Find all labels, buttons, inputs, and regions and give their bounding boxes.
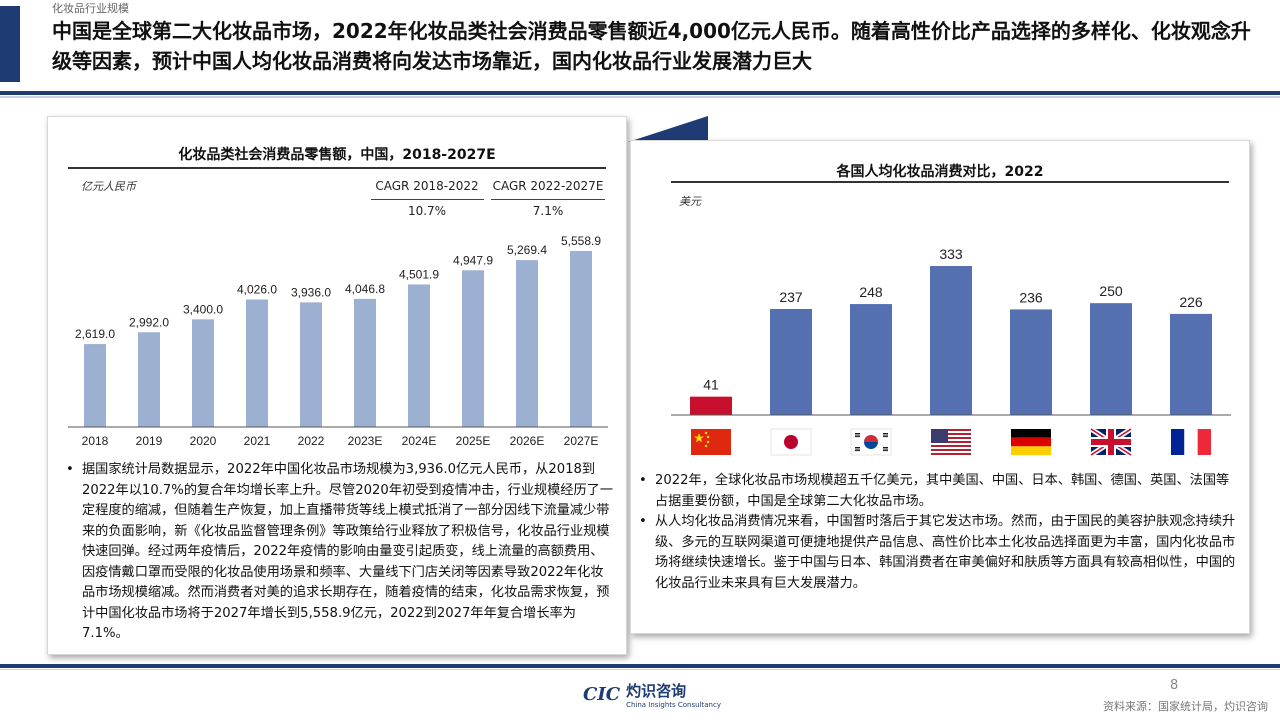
left-x-tick-label: 2022 [298,434,325,448]
footer-divider-thin [0,669,1280,670]
left-x-tick-label: 2019 [136,434,163,448]
panel-corner-decoration [628,116,708,142]
right-title-rule [671,181,1229,183]
left-bar-2020 [192,319,214,427]
right-bar-value-label: 333 [939,246,963,262]
breadcrumb: 化妆品行业规模 [52,2,129,15]
cic-logo: CIC 灼识咨询 China Insights Consultancy [583,680,721,709]
usa-flag [931,429,971,455]
left-bar-2021 [246,299,268,427]
left-bar-2026E [516,260,538,427]
cagr-label-1: CAGR 2018-2022 [375,179,479,193]
right-bar-chart: 41 237 248 333 236 250 226 [671,246,1231,458]
right-chart-unit: 美元 [679,195,701,208]
right-bullet-list: 2022年，全球化妆品市场规模超五千亿美元，其中美国、中国、日本、韩国、德国、英… [635,471,1241,594]
left-bar-value-label: 2,619.0 [75,327,115,341]
left-bullet-list: 据国家统计局数据显示，2022年中国化妆品市场规模为3,936.0亿元人民币，从… [62,460,614,645]
left-bar-2027E [570,250,592,427]
left-bar-2025E [462,270,484,427]
cagr-rule-2 [491,199,605,200]
left-bar-value-label: 3,936.0 [291,285,331,299]
left-x-tick-label: 2018 [82,434,109,448]
left-bar-chart: 2,619.0 2018 2,992.0 2019 3,400.0 2020 4,026.0… [68,234,608,448]
logo-mark: CIC [583,684,621,705]
left-x-tick-label: 2021 [244,434,271,448]
header-divider-thin [0,96,1280,98]
right-bar-value-label: 250 [1099,283,1123,299]
left-title-rule [68,167,606,169]
france-flag [1171,429,1211,455]
left-bar-value-label: 2,992.0 [129,315,169,329]
right-bar-value-label: 237 [779,289,803,305]
right-bar-value-label: 248 [859,284,883,300]
left-x-tick-label: 2023E [348,434,383,448]
left-bar-value-label: 5,558.9 [561,234,601,248]
left-x-tick-label: 2025E [456,434,491,448]
left-bar-value-label: 3,400.0 [183,302,223,316]
left-bar-2022 [300,302,322,427]
right-bar-korea [850,304,892,415]
left-bullet-1: 据国家统计局数据显示，2022年中国化妆品市场规模为3,936.0亿元人民币，从… [62,460,614,645]
right-bar-germany [1010,309,1052,415]
left-bar-value-label: 4,947.9 [453,253,493,267]
right-bullet-2: 从人均化妆品消费情况来看，中国暂时落后于其它发达市场。然而，由于国民的美容护肤观… [635,512,1241,594]
right-bar-value-label: 41 [703,377,719,393]
left-bar-value-label: 4,046.8 [345,282,385,296]
page-headline: 中国是全球第二大化妆品市场，2022年化妆品类社会消费品零售额近4,000亿元人… [52,19,1251,73]
right-bullet-1: 2022年，全球化妆品市场规模超五千亿美元，其中美国、中国、日本、韩国、德国、英… [635,471,1241,512]
page-number: 8 [1170,678,1179,693]
left-x-tick-label: 2026E [510,434,545,448]
left-bar-value-label: 4,026.0 [237,283,277,297]
left-chart-unit: 亿元人民币 [81,180,136,193]
right-bar-value-label: 236 [1019,289,1043,305]
title-accent-bar [0,6,20,82]
left-bar-2018 [84,344,106,427]
cagr-value-1: 10.7% [407,204,447,218]
logo-english-name: China Insights Consultancy [626,701,721,709]
japan-flag [770,428,812,456]
left-x-tick-label: 2020 [190,434,217,448]
cagr-value-2: 7.1% [532,204,564,218]
left-chart-panel: 化妆品类社会消费品零售额，中国，2018-2027E 亿元人民币 CAGR 20… [47,116,627,655]
left-bar-2019 [138,332,160,427]
right-bar-uk [1090,303,1132,415]
right-chart-panel: 各国人均化妆品消费对比，2022 美元 41 237 248 333 236 250 226… [630,140,1250,634]
footer-divider [0,664,1280,668]
left-bar-2024E [408,284,430,427]
germany-flag [1011,429,1051,455]
right-chart-title: 各国人均化妆品消费对比，2022 [836,164,1044,180]
right-bar-value-label: 226 [1179,294,1203,310]
left-chart-title: 化妆品类社会消费品零售额，中国，2018-2027E [178,147,496,163]
korea-flag [850,428,892,456]
china-flag [691,429,731,455]
left-bar-value-label: 4,501.9 [399,267,439,281]
right-bar-china [690,396,732,415]
left-x-tick-label: 2027E [564,434,599,448]
uk-flag [1089,426,1133,458]
cagr-label-2: CAGR 2022-2027E [492,179,604,193]
header-divider [0,91,1280,95]
cagr-rule-1 [371,199,484,200]
logo-chinese-name: 灼识咨询 [626,682,687,700]
right-bar-france [1170,313,1212,415]
right-bar-japan [770,308,812,415]
left-x-tick-label: 2024E [402,434,437,448]
left-bar-2023E [354,298,376,427]
source-note: 资料来源：国家统计局，灼识咨询 [1103,700,1268,713]
right-bar-usa [930,266,972,415]
left-bar-value-label: 5,269.4 [507,243,547,257]
